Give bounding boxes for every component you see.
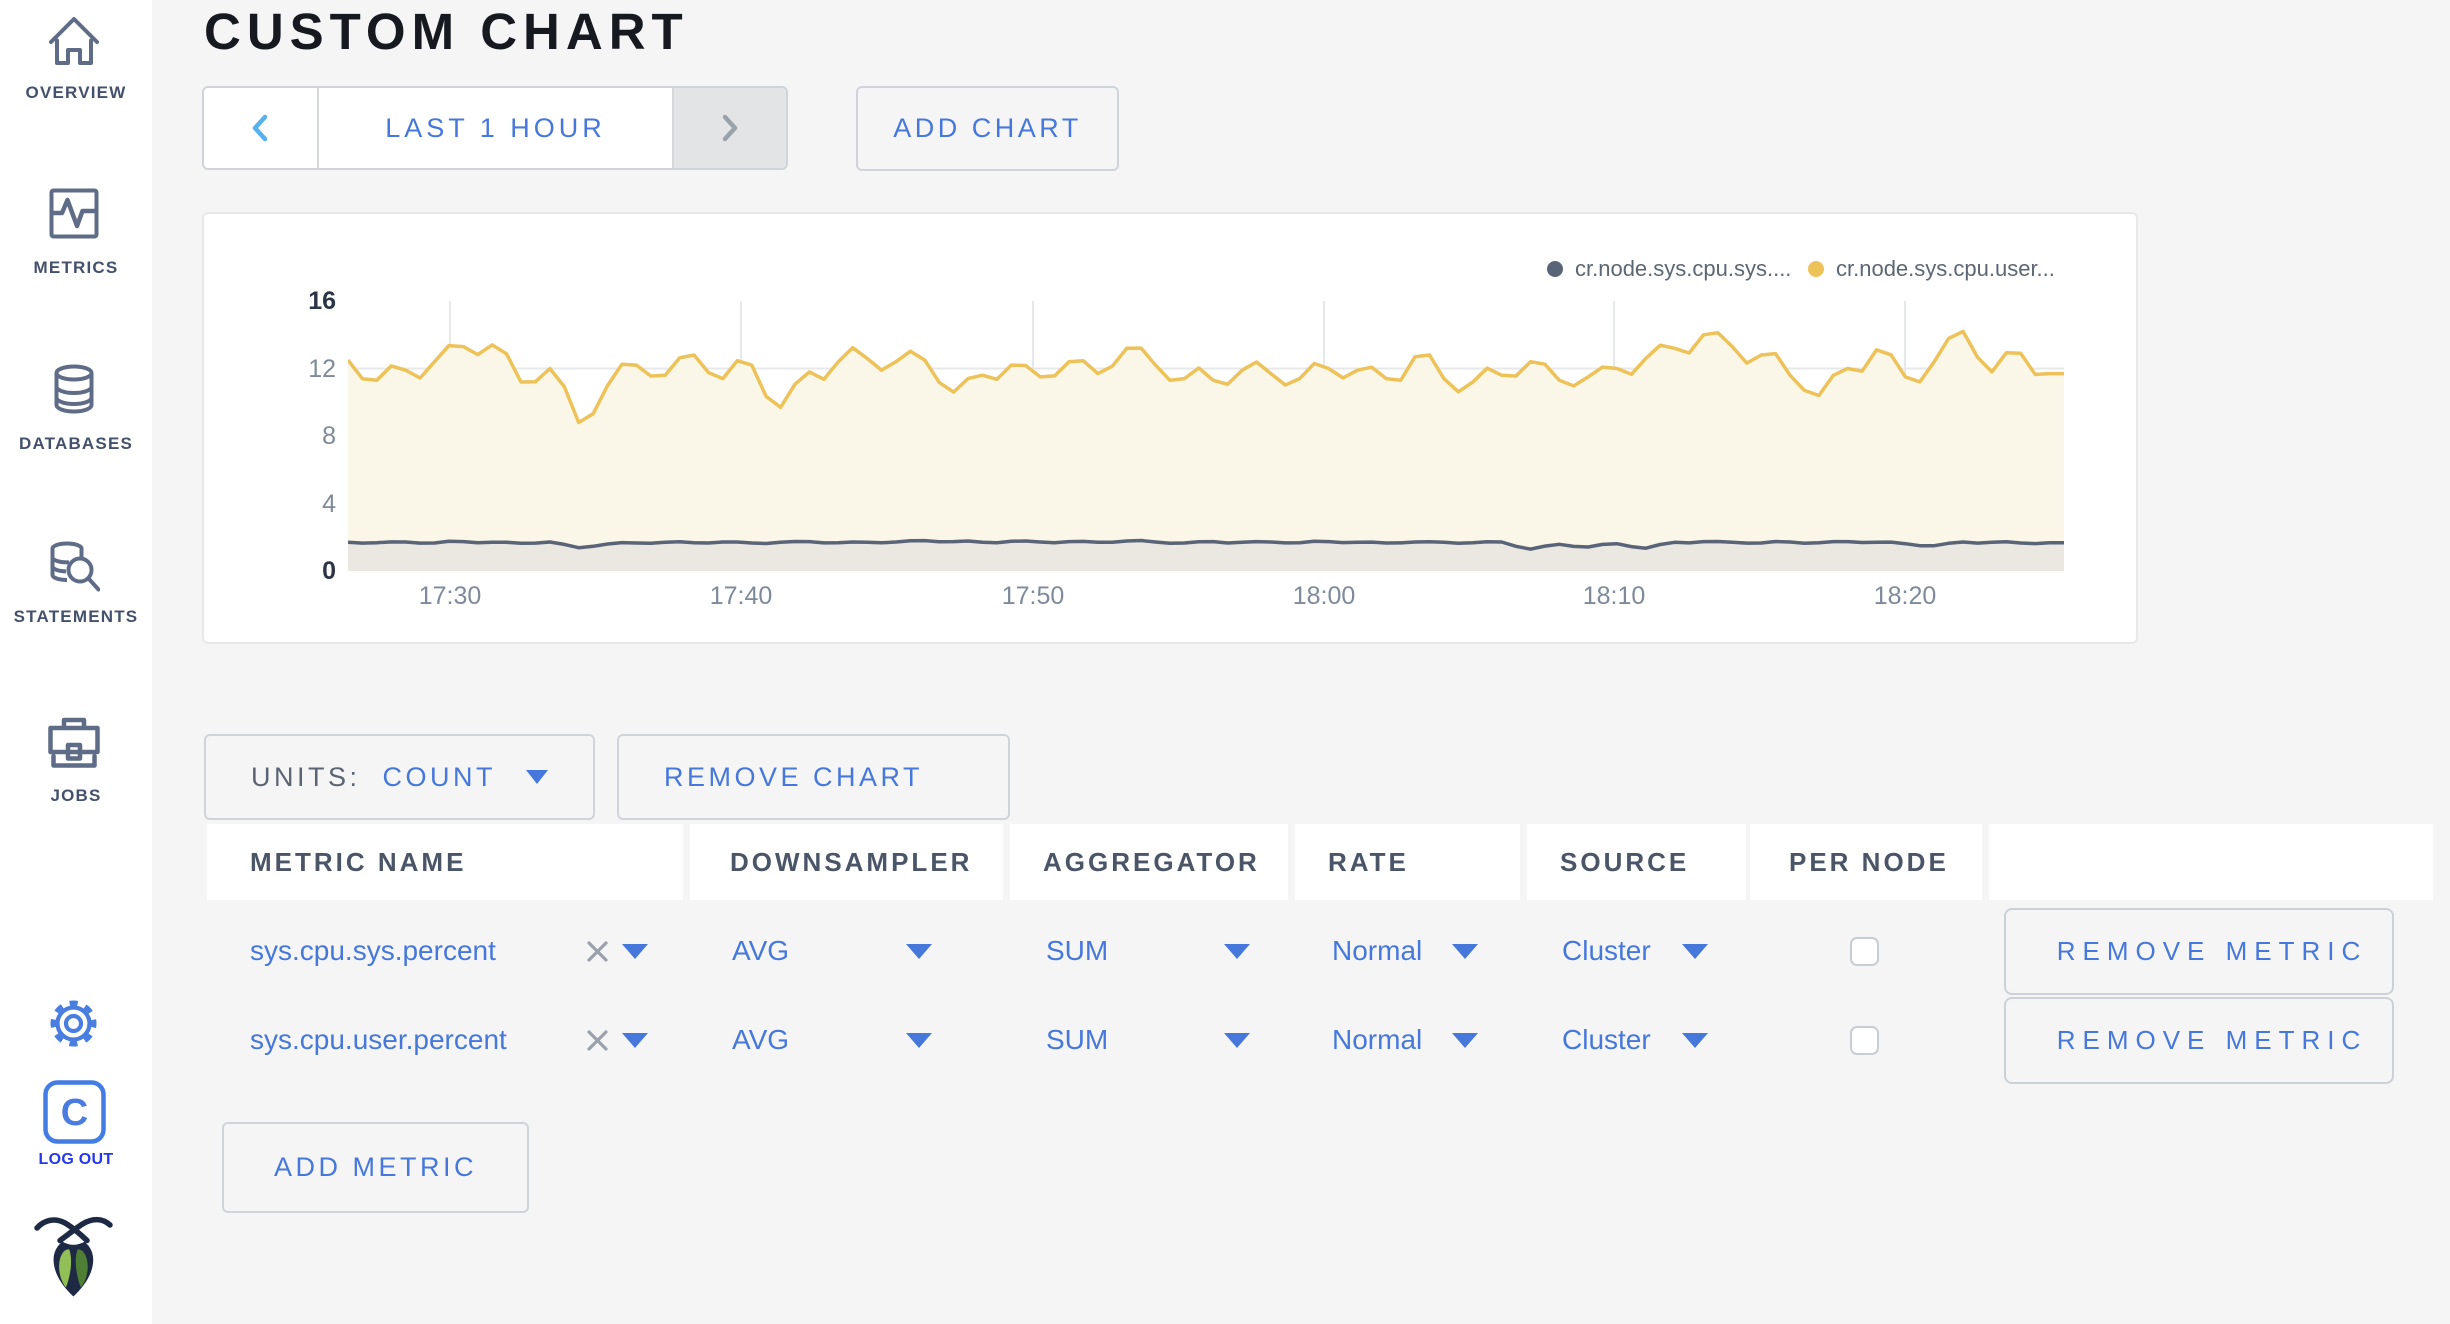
svg-text:C: C: [61, 1092, 88, 1134]
